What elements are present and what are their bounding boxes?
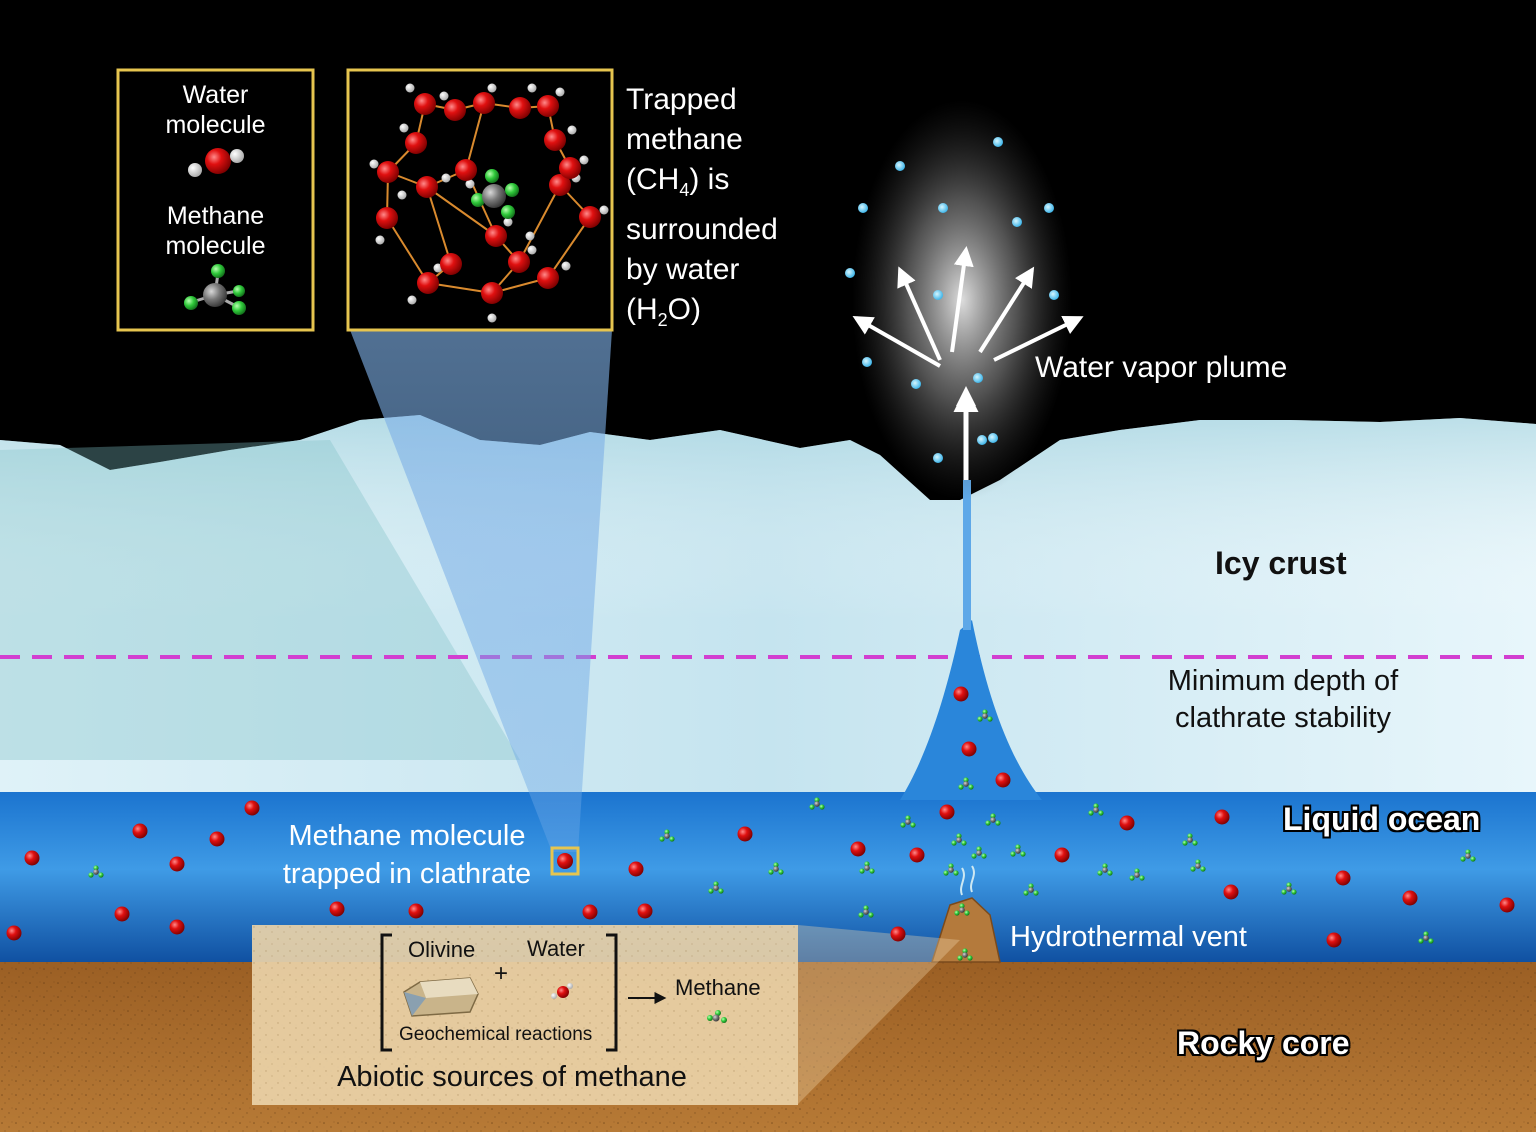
methane-product-label: Methane <box>675 975 761 1000</box>
plume-glow <box>852 100 1072 500</box>
bracket-right <box>606 933 618 1052</box>
clathrate-cage-icon <box>369 83 609 323</box>
legend-methane-molecule-icon <box>184 264 246 315</box>
plume-channel <box>963 480 971 630</box>
trapped-methane-highlight <box>550 846 580 876</box>
hydrothermal-vent-cone <box>930 897 1001 963</box>
plume-arrows <box>852 246 1084 480</box>
olivine-label: Olivine <box>408 937 476 962</box>
plus-sign: + <box>494 960 509 987</box>
vent-smoke <box>960 865 975 896</box>
callout-beam <box>350 330 612 852</box>
ice-shadow-band <box>0 440 520 760</box>
legend-water-molecule-icon <box>188 148 244 177</box>
plume-particles <box>845 137 1059 463</box>
legend-water-label: Water molecule <box>165 81 266 139</box>
abiotic-title: Abiotic sources of methane <box>337 1061 687 1093</box>
bracket-left <box>380 933 392 1052</box>
plume-label: Water vapor plume <box>1035 351 1288 384</box>
legend-methane-label: Methane molecule <box>165 202 266 260</box>
reactions-label: Geochemical reactions <box>399 1024 593 1045</box>
liquid-ocean-label: Liquid ocean <box>1283 801 1481 837</box>
inset-beam <box>798 925 960 1104</box>
rocky-core-label: Rocky core <box>1177 1025 1350 1061</box>
hydrothermal-vent-label: Hydrothermal vent <box>1010 921 1247 953</box>
min-depth-label: Minimum depth of clathrate stability <box>1167 665 1399 734</box>
water-label: Water <box>527 936 585 961</box>
ice-conduit <box>900 620 1042 800</box>
inset-methane-molecule-icon <box>707 1010 727 1023</box>
trapped-methane-label: Methane molecule trapped in clathrate <box>282 820 532 890</box>
icy-crust-label: Icy crust <box>1215 545 1347 581</box>
ocean-molecules <box>6 686 1515 961</box>
clathrate-caption: Trapped methane (CH4) is surrounded by w… <box>626 83 778 330</box>
abiotic-inset-texture <box>252 925 798 1105</box>
olivine-rock-icon <box>403 977 479 1017</box>
trapped-methane-dot <box>557 853 573 869</box>
inset-water-molecule-icon <box>551 983 573 999</box>
icy-crust-shade <box>0 415 1536 620</box>
